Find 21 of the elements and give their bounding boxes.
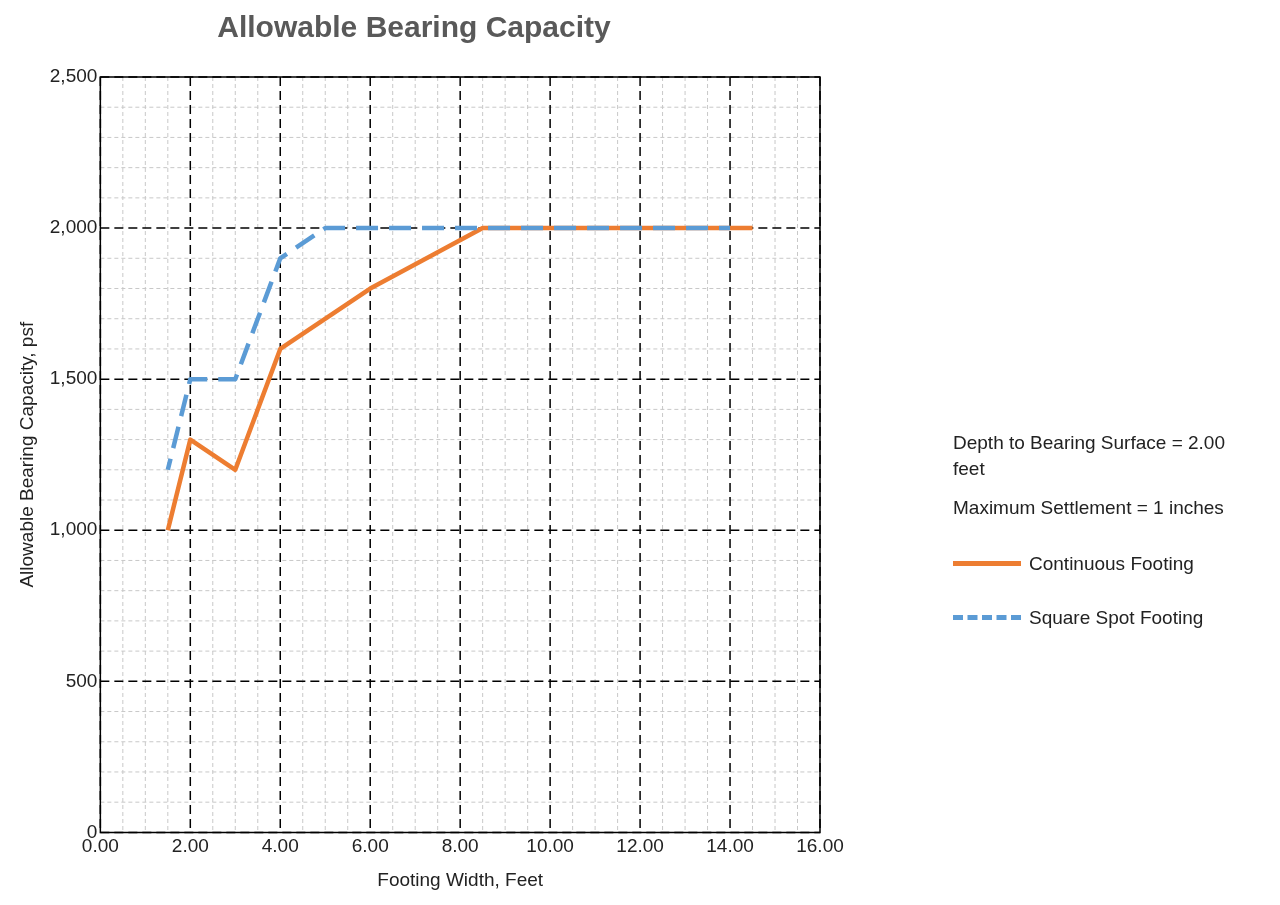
chart-title: Allowable Bearing Capacity xyxy=(217,10,612,44)
x-tick-label: 2.00 xyxy=(171,835,209,857)
x-tick-label: 6.00 xyxy=(351,835,389,857)
y-tick-label: 2,000 xyxy=(49,216,98,238)
legend-label: Continuous Footing xyxy=(1029,552,1194,575)
line-series xyxy=(165,225,733,473)
text: Maximum Settlement = 1 inches xyxy=(953,496,1225,521)
y-tick-label: 2,500 xyxy=(49,65,98,87)
x-tick-label: 10.00 xyxy=(526,835,574,857)
x-tick-label: 12.00 xyxy=(616,835,664,857)
x-tick-label: 16.00 xyxy=(796,835,844,857)
y-tick-label: 1,000 xyxy=(49,518,98,540)
x-tick-label: 8.00 xyxy=(441,835,479,857)
text: Depth to Bearing Surface = 2.00 feet xyxy=(953,431,1226,481)
y-tick-label: 500 xyxy=(65,669,98,691)
legend-label: Square Spot Footing xyxy=(1029,606,1204,629)
y-axis-title: Allowable Bearing Capacity, psf xyxy=(15,321,37,588)
y-tick-label: 1,500 xyxy=(49,367,98,389)
x-tick-label: 14.00 xyxy=(706,835,754,857)
x-axis-title: Footing Width, Feet xyxy=(377,868,544,890)
x-tick-label: 4.00 xyxy=(261,835,299,857)
